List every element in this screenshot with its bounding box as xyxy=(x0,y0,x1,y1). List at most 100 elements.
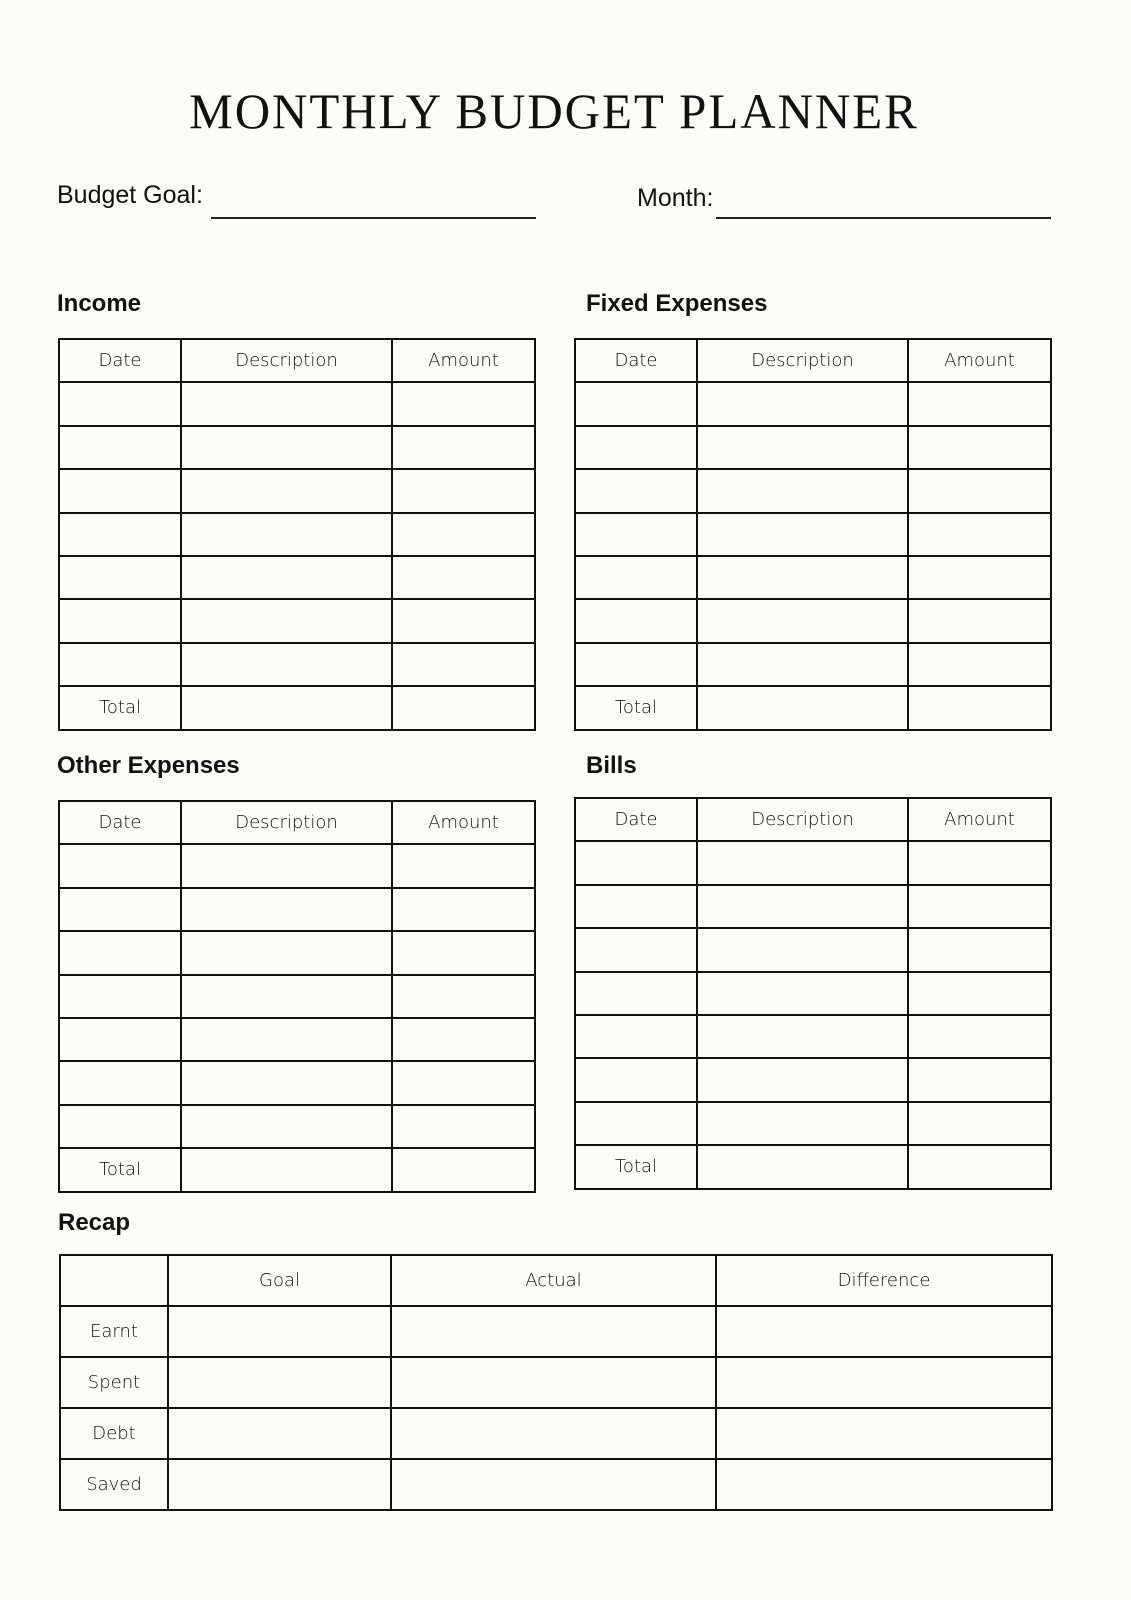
fixed-cell[interactable] xyxy=(696,381,909,427)
bills-cell[interactable] xyxy=(907,927,1052,973)
other-cell[interactable] xyxy=(58,1103,182,1150)
income-cell[interactable] xyxy=(58,598,182,644)
recap-cell[interactable] xyxy=(167,1356,392,1409)
income-cell[interactable] xyxy=(58,424,182,471)
income-cell[interactable] xyxy=(180,511,393,557)
other-cell[interactable] xyxy=(391,1016,536,1063)
other-cell[interactable] xyxy=(180,843,393,889)
month-field[interactable] xyxy=(716,217,1051,219)
fixed-cell[interactable] xyxy=(907,641,1052,688)
fixed-cell[interactable] xyxy=(574,641,698,688)
other-cell[interactable] xyxy=(180,1147,393,1193)
recap-cell[interactable] xyxy=(390,1305,717,1358)
income-cell[interactable] xyxy=(58,468,182,514)
other-cell[interactable] xyxy=(180,1016,393,1063)
fixed-cell[interactable] xyxy=(907,685,1052,731)
other-cell[interactable] xyxy=(58,843,182,889)
bills-cell[interactable] xyxy=(696,1057,909,1103)
fixed-cell[interactable] xyxy=(574,598,698,644)
fixed-cell[interactable] xyxy=(696,468,909,514)
fixed-cell[interactable] xyxy=(574,424,698,471)
bills-cell[interactable] xyxy=(907,1057,1052,1103)
other-cell[interactable] xyxy=(58,1016,182,1063)
fixed-cell[interactable] xyxy=(574,554,698,601)
income-cell[interactable] xyxy=(391,381,536,427)
other-cell[interactable] xyxy=(58,973,182,1019)
other-cell[interactable] xyxy=(391,1103,536,1150)
budget-goal-field[interactable] xyxy=(211,217,536,219)
bills-cell[interactable] xyxy=(696,927,909,973)
fixed-cell[interactable] xyxy=(907,381,1052,427)
other-cell[interactable] xyxy=(180,1103,393,1150)
income-cell[interactable] xyxy=(180,424,393,471)
bills-cell[interactable] xyxy=(696,1100,909,1147)
fixed-cell[interactable] xyxy=(696,641,909,688)
income-cell[interactable] xyxy=(180,468,393,514)
fixed-cell[interactable] xyxy=(574,511,698,557)
recap-cell[interactable] xyxy=(390,1407,717,1460)
other-cell[interactable] xyxy=(180,1060,393,1106)
recap-cell[interactable] xyxy=(715,1458,1053,1511)
bills-cell[interactable] xyxy=(696,1144,909,1190)
recap-cell[interactable] xyxy=(390,1458,717,1511)
income-cell[interactable] xyxy=(391,685,536,731)
bills-cell[interactable] xyxy=(574,883,698,930)
bills-cell[interactable] xyxy=(907,970,1052,1016)
other-cell[interactable] xyxy=(391,1147,536,1193)
income-cell[interactable] xyxy=(180,685,393,731)
income-cell[interactable] xyxy=(391,468,536,514)
other-cell[interactable] xyxy=(58,930,182,976)
other-cell[interactable] xyxy=(180,973,393,1019)
fixed-cell[interactable] xyxy=(696,511,909,557)
bills-cell[interactable] xyxy=(696,970,909,1016)
bills-cell[interactable] xyxy=(574,1057,698,1103)
bills-cell[interactable] xyxy=(574,970,698,1016)
recap-cell[interactable] xyxy=(167,1407,392,1460)
income-cell[interactable] xyxy=(391,424,536,471)
fixed-cell[interactable] xyxy=(907,424,1052,471)
other-cell[interactable] xyxy=(58,1060,182,1106)
bills-cell[interactable] xyxy=(907,1100,1052,1147)
income-cell[interactable] xyxy=(180,598,393,644)
bills-cell[interactable] xyxy=(574,1013,698,1060)
bills-cell[interactable] xyxy=(907,840,1052,886)
fixed-cell[interactable] xyxy=(696,554,909,601)
income-cell[interactable] xyxy=(180,641,393,688)
bills-cell[interactable] xyxy=(696,840,909,886)
fixed-cell[interactable] xyxy=(907,598,1052,644)
bills-cell[interactable] xyxy=(907,883,1052,930)
income-cell[interactable] xyxy=(58,381,182,427)
income-cell[interactable] xyxy=(391,598,536,644)
bills-cell[interactable] xyxy=(574,927,698,973)
income-cell[interactable] xyxy=(58,641,182,688)
other-cell[interactable] xyxy=(391,973,536,1019)
income-cell[interactable] xyxy=(391,554,536,601)
recap-cell[interactable] xyxy=(715,1407,1053,1460)
bills-cell[interactable] xyxy=(574,1100,698,1147)
income-cell[interactable] xyxy=(391,641,536,688)
income-cell[interactable] xyxy=(58,511,182,557)
other-cell[interactable] xyxy=(391,886,536,933)
income-cell[interactable] xyxy=(391,511,536,557)
fixed-cell[interactable] xyxy=(696,598,909,644)
fixed-cell[interactable] xyxy=(907,468,1052,514)
recap-cell[interactable] xyxy=(715,1356,1053,1409)
fixed-cell[interactable] xyxy=(907,511,1052,557)
bills-cell[interactable] xyxy=(907,1013,1052,1060)
bills-cell[interactable] xyxy=(696,883,909,930)
other-cell[interactable] xyxy=(58,886,182,933)
income-cell[interactable] xyxy=(180,381,393,427)
other-cell[interactable] xyxy=(391,1060,536,1106)
bills-cell[interactable] xyxy=(574,840,698,886)
other-cell[interactable] xyxy=(180,930,393,976)
recap-cell[interactable] xyxy=(715,1305,1053,1358)
other-cell[interactable] xyxy=(391,843,536,889)
recap-cell[interactable] xyxy=(167,1458,392,1511)
bills-cell[interactable] xyxy=(696,1013,909,1060)
other-cell[interactable] xyxy=(391,930,536,976)
bills-cell[interactable] xyxy=(907,1144,1052,1190)
income-cell[interactable] xyxy=(58,554,182,601)
fixed-cell[interactable] xyxy=(696,424,909,471)
recap-cell[interactable] xyxy=(390,1356,717,1409)
recap-cell[interactable] xyxy=(167,1305,392,1358)
